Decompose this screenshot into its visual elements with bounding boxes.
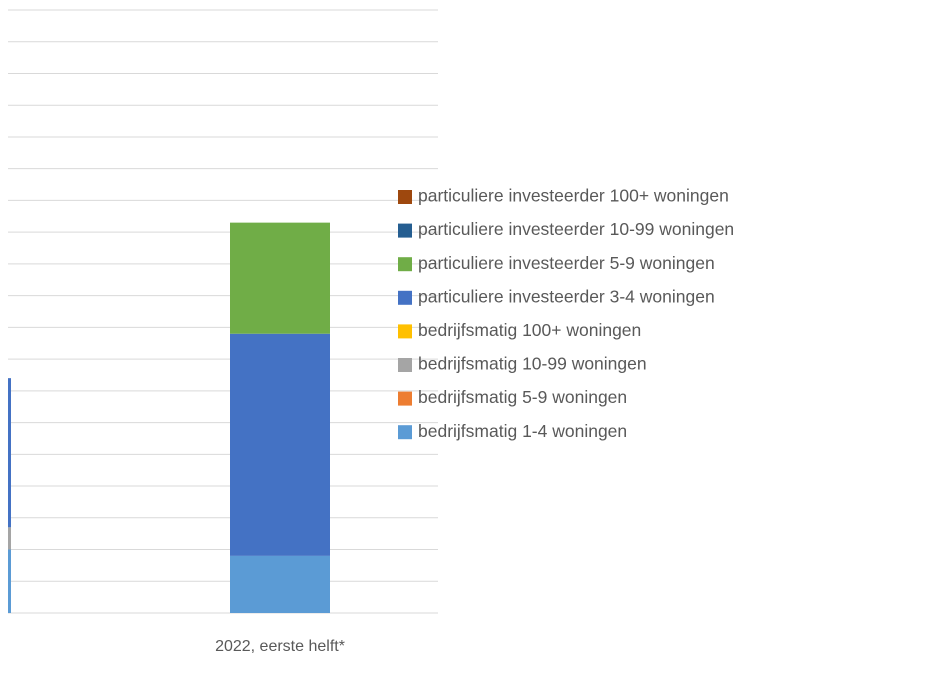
legend-swatch xyxy=(398,425,412,440)
bar-segment xyxy=(230,555,330,613)
bars xyxy=(8,222,330,613)
legend-label: bedrijfsmatig 1-4 woningen xyxy=(418,421,627,441)
bar-segment xyxy=(8,378,11,528)
legend-label: particuliere investeerder 10-99 woningen xyxy=(418,219,734,239)
grid xyxy=(8,9,438,614)
bar-segment xyxy=(8,527,11,550)
legend-swatch xyxy=(398,290,412,305)
legend-swatch xyxy=(398,324,412,339)
legend-label: bedrijfsmatig 5-9 woningen xyxy=(418,387,627,407)
legend-swatch xyxy=(398,391,412,406)
x-tick-label: 2022, eerste helft* xyxy=(215,638,345,655)
legend-label: bedrijfsmatig 100+ woningen xyxy=(418,320,641,340)
legend-swatch xyxy=(398,190,412,204)
legend-swatch xyxy=(398,257,412,272)
bar-segment xyxy=(230,222,330,334)
legend-label: bedrijfsmatig 10-99 woningen xyxy=(418,354,647,374)
legend-swatch xyxy=(398,358,412,372)
legend-label: particuliere investeerder 5-9 woningen xyxy=(418,253,715,273)
legend-label: particuliere investeerder 100+ woningen xyxy=(418,186,729,206)
labels: 2022, eerste helft* bedrijfsmatig 1-4 won… xyxy=(215,186,734,656)
legend-label: particuliere investeerder 3-4 woningen xyxy=(418,286,715,306)
bar-segment xyxy=(230,333,330,556)
bar-segment xyxy=(8,549,11,613)
legend-swatch xyxy=(398,223,412,238)
